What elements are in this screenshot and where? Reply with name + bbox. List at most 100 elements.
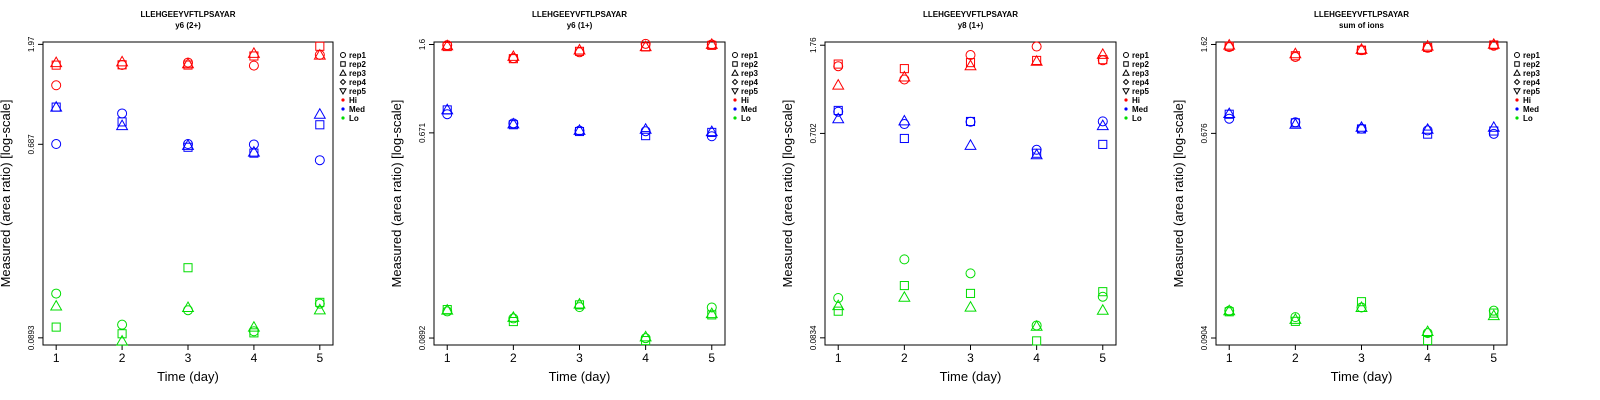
data-point-lo-rep3 [1222, 304, 1236, 316]
chart-subtitle: y6 (1+) [567, 21, 593, 30]
legend-marker-rep5 [1513, 88, 1521, 96]
legend-marker-rep1 [732, 52, 738, 58]
data-point-hi-rep1 [833, 61, 844, 72]
x-tick-label: 5 [316, 351, 323, 365]
x-tick-label: 3 [1358, 351, 1365, 365]
x-tick-label: 1 [444, 351, 451, 365]
data-point-lo-rep1 [965, 268, 976, 279]
data-point-hi-rep3 [1030, 54, 1043, 66]
data-point-med-rep2 [833, 105, 843, 115]
data-point-lo-rep1 [706, 302, 717, 313]
x-axis-label: Time (day) [549, 369, 611, 384]
legend-label: Hi [349, 96, 357, 105]
data-point-lo-rep2 [965, 288, 976, 298]
data-point-lo-rep3 [115, 334, 129, 346]
legend-label: Lo [1523, 114, 1533, 123]
data-point-lo-rep3 [1096, 303, 1110, 315]
x-tick-label: 3 [576, 351, 583, 365]
legend-marker-rep2 [732, 61, 738, 67]
data-point-lo-rep3 [705, 307, 719, 319]
data-point-lo-rep2 [1098, 287, 1108, 297]
legend-marker-med [1515, 107, 1519, 111]
legend-marker-rep1 [340, 52, 346, 58]
y-tick-label: 0.702 [809, 123, 818, 144]
legend-marker-hi [1124, 98, 1128, 102]
chart-title: LLEHGEEYVFTLPSAYAR [923, 10, 1018, 19]
legend-label: rep1 [349, 51, 366, 60]
data-point-lo-rep2 [315, 297, 325, 307]
data-point-med-rep3 [1222, 107, 1236, 119]
legend-marker-lo [341, 116, 345, 120]
legend-label: rep3 [1132, 69, 1149, 78]
data-point-med-rep1 [1488, 128, 1499, 139]
data-point-med-rep3 [1487, 120, 1501, 132]
legend-marker-rep4 [339, 78, 347, 86]
legend-label: rep4 [1523, 78, 1540, 87]
y-axis-label: Measured (area ratio) [log-scale] [780, 100, 795, 288]
data-point-hi-rep3 [964, 59, 977, 71]
y-tick-label: 0.671 [418, 122, 427, 143]
data-point-med-rep3 [964, 138, 977, 150]
data-point-lo-rep3 [247, 320, 261, 332]
data-point-hi-rep3 [639, 40, 652, 52]
x-tick-label: 4 [1033, 351, 1040, 365]
x-tick-label: 1 [53, 351, 60, 365]
legend-label: rep2 [741, 60, 758, 69]
data-point-hi-rep2 [117, 60, 127, 70]
chart-panel-3: LLEHGEEYVFTLPSAYAR y8 (1+) 1 2 3 4 5 Time (day)… [780, 10, 1149, 384]
legend-label: Med [741, 105, 757, 114]
legend-marker-rep5 [339, 88, 347, 96]
data-point-med-rep3 [898, 114, 911, 126]
data-point-med-rep2 [641, 131, 651, 141]
legend-label: Med [349, 105, 365, 114]
x-tick-label: 2 [1292, 351, 1299, 365]
x-tick-label: 3 [967, 351, 974, 365]
legend-marker-rep2 [1514, 61, 1520, 67]
data-point-lo-rep2 [1489, 308, 1499, 318]
legend-marker-rep5 [731, 88, 739, 96]
data-point-med-rep1 [314, 155, 325, 166]
x-axis-label: Time (day) [1331, 369, 1393, 384]
y-tick-label: 0.0893 [27, 325, 36, 350]
plot-frame [1215, 41, 1508, 346]
chart-subtitle: y8 (1+) [958, 21, 984, 30]
data-point-med-rep2 [117, 117, 127, 127]
plot-frame [42, 41, 334, 346]
x-tick-label: 4 [251, 351, 258, 365]
data-point-med-rep3 [573, 123, 586, 135]
y-tick-label: 1.6 [418, 38, 427, 50]
legend-marker-hi [341, 98, 345, 102]
data-point-hi-rep1 [1422, 42, 1433, 53]
legend-marker-rep4 [1513, 78, 1521, 86]
data-point-lo-rep1 [51, 288, 62, 299]
legend-label: Lo [741, 114, 751, 123]
data-point-med-rep2 [965, 116, 976, 127]
data-point-med-rep3 [705, 125, 719, 137]
legend-label: Hi [741, 96, 749, 105]
data-point-hi-rep3 [705, 37, 719, 49]
legend-marker-med [733, 107, 737, 111]
data-point-hi-rep2 [965, 58, 976, 68]
legend-label: rep3 [349, 69, 366, 78]
legend-marker-rep4 [731, 78, 739, 86]
chart-panel-1: LLEHGEEYVFTLPSAYAR y6 (2+) 1 2 3 4 5 Time (day)… [0, 10, 366, 384]
data-point-hi-rep3 [115, 55, 129, 67]
x-tick-label: 5 [708, 351, 715, 365]
data-point-med-rep1 [1356, 123, 1367, 134]
legend-label: rep2 [1132, 60, 1149, 69]
data-point-lo-rep1 [1097, 291, 1108, 302]
y-tick-label: 0.687 [27, 134, 36, 155]
data-point-hi-rep3 [440, 39, 454, 51]
data-point-med-rep2 [315, 120, 325, 130]
legend-marker-rep2 [1123, 61, 1129, 67]
data-point-hi-rep3 [1289, 47, 1302, 59]
data-point-lo-rep2 [1423, 335, 1433, 346]
data-point-hi-rep1 [248, 60, 259, 71]
legend-marker-lo [733, 116, 737, 120]
legend-label: rep5 [1132, 87, 1149, 96]
y-tick-label: 0.676 [1200, 123, 1209, 144]
data-point-med-rep3 [1096, 119, 1110, 131]
legend-marker-rep3 [1513, 68, 1521, 76]
legend-label: Med [1523, 105, 1539, 114]
chart-subtitle: y6 (2+) [175, 21, 201, 30]
